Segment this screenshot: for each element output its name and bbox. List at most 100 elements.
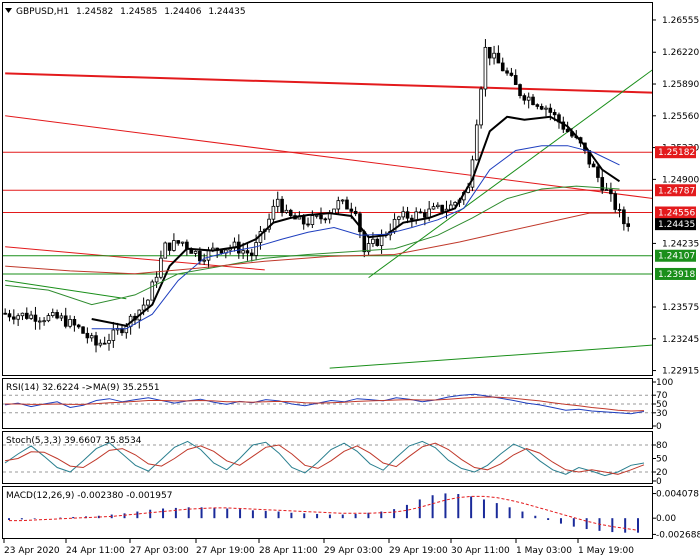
- candle: [436, 202, 440, 209]
- price-tick-label: 1.25560: [662, 112, 699, 122]
- time-tick-label: 28 Apr 11:00: [259, 546, 318, 556]
- candle: [81, 326, 85, 334]
- candle: [518, 83, 522, 99]
- level-tag-label: 1.25182: [658, 148, 695, 158]
- time-tick-label: 23 Apr 2020: [4, 546, 60, 556]
- candle: [336, 196, 341, 214]
- level-tag: 1.23918: [655, 267, 696, 280]
- time-axis: 23 Apr 2020 24 Apr 11:00 27 Apr 03:00 27 Ap…: [3, 539, 634, 556]
- macd-header: MACD(12,26,9) -0.002380 -0.001957: [6, 491, 172, 501]
- level-tag-label: 1.24107: [658, 252, 695, 262]
- candle: [613, 191, 618, 213]
- trend-line: [5, 72, 652, 94]
- candle: [193, 250, 198, 257]
- candle: [159, 250, 163, 280]
- time-tick-label: 1 May 19:00: [578, 546, 634, 556]
- candle: [76, 323, 81, 329]
- time-tick-label: 24 Apr 11:00: [66, 546, 125, 556]
- candle: [202, 253, 206, 265]
- candle: [500, 57, 505, 72]
- indicator-tick-label: 100: [656, 378, 673, 388]
- candle: [68, 315, 72, 329]
- candle: [366, 235, 371, 256]
- candle: [271, 199, 276, 224]
- macd-panel-frame: [2, 486, 653, 539]
- time-tick-label: 27 Apr 03:00: [130, 546, 189, 556]
- trend-line: [329, 344, 652, 369]
- rsi-header: RSI(14) 32.6224 ->MA(9) 35.2551: [6, 383, 160, 393]
- price-tick-label: 1.25890: [662, 80, 699, 90]
- candle: [600, 170, 605, 194]
- svg-text:GBPUSD,H1 1.24582: GBPUSD,H1 1.24582 1.24585 1.24406 1.2443…: [16, 7, 246, 17]
- candle: [176, 240, 181, 246]
- candle: [85, 327, 90, 344]
- candle: [401, 206, 406, 220]
- level-tag-label: 1.24556: [658, 209, 695, 219]
- ohlc-close: 1.24435: [208, 7, 245, 17]
- stoch-panel-frame: [2, 431, 653, 484]
- level-tag-label: 1.24787: [658, 186, 695, 196]
- indicator-tick-label: 70: [656, 391, 668, 401]
- candle: [323, 217, 328, 224]
- candle: [474, 119, 479, 161]
- candle: [284, 204, 289, 214]
- moving-average-lines: [5, 115, 621, 330]
- candle: [496, 45, 501, 64]
- time-tick-label: 29 Apr 19:00: [389, 546, 448, 556]
- candle: [604, 182, 609, 191]
- candle: [7, 309, 12, 322]
- time-tick-label: 29 Apr 03:00: [324, 546, 383, 556]
- macd-signal-line: [9, 495, 639, 531]
- price-tick-label: 1.26220: [662, 48, 699, 58]
- collapse-triangle-icon[interactable]: [5, 8, 12, 13]
- indicator-tick-label: 0: [656, 477, 662, 487]
- candle: [340, 199, 345, 205]
- price-tick-label: 1.24900: [662, 175, 699, 185]
- indicator-tick-label: 20: [656, 468, 668, 478]
- candle: [245, 242, 250, 261]
- ohlc-high: 1.24585: [120, 7, 157, 17]
- ohlc-low: 1.24406: [164, 7, 201, 17]
- candle: [513, 69, 518, 85]
- time-tick-label: 1 May 03:00: [516, 546, 572, 556]
- candle: [505, 67, 509, 76]
- candle: [24, 307, 29, 320]
- price-tick-label: 1.22915: [662, 367, 699, 377]
- candle: [617, 203, 622, 218]
- stoch-header: Stoch(5,3,3) 39.6607 35.8534: [6, 436, 142, 446]
- candle: [509, 67, 514, 77]
- candle: [63, 307, 68, 329]
- candle: [163, 241, 168, 259]
- level-tag: 1.24787: [655, 184, 696, 197]
- candle: [375, 237, 380, 247]
- candle: [591, 161, 596, 168]
- candle: [306, 217, 310, 228]
- candle: [492, 45, 496, 65]
- chart-header: GBPUSD,H1 1.24582 1.24585 1.24406 1.2443…: [5, 7, 246, 17]
- candle: [544, 105, 548, 117]
- candle: [111, 321, 116, 348]
- candle: [59, 312, 64, 322]
- indicator-line: [4, 442, 645, 475]
- candle: [535, 103, 540, 110]
- level-tag: 1.24556: [655, 206, 696, 219]
- level-tag-label: 1.24435: [658, 220, 695, 230]
- candle: [172, 233, 176, 252]
- candle: [479, 86, 483, 129]
- candle: [72, 315, 77, 332]
- candle: [626, 216, 631, 232]
- candle: [180, 241, 185, 247]
- moving-average-line: [5, 185, 620, 306]
- indicator-line: [4, 393, 645, 415]
- candle: [154, 271, 159, 288]
- candle: [423, 209, 427, 226]
- price-tick-label: 1.24235: [662, 239, 699, 249]
- candle: [16, 313, 20, 326]
- candle: [345, 196, 349, 210]
- candle: [94, 331, 98, 353]
- candle: [353, 206, 358, 217]
- indicator-tick-label: 80: [656, 441, 668, 451]
- candle: [319, 207, 323, 224]
- candle: [358, 211, 362, 239]
- price-tick-label: 1.23575: [662, 303, 699, 313]
